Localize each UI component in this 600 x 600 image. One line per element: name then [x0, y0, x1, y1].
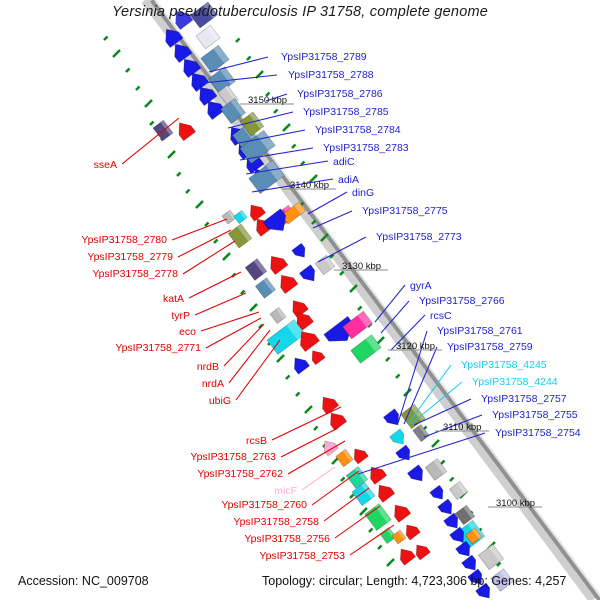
gene-label[interactable]: YpsIP31758_4245: [461, 359, 547, 371]
gene-label[interactable]: YpsIP31758_2789: [281, 51, 367, 63]
gene-label[interactable]: ubiG: [208, 395, 231, 407]
ruler-tick-label: 3150 kbp: [248, 95, 288, 106]
gene-label[interactable]: YpsIP31758_2758: [233, 516, 319, 528]
ruler-tick-label: 3130 kbp: [342, 261, 382, 272]
gene-label[interactable]: YpsIP31758_2763: [190, 451, 276, 463]
gene-label[interactable]: YpsIP31758_2757: [481, 393, 567, 405]
gene-label[interactable]: YpsIP31758_4244: [472, 376, 558, 388]
gene-label[interactable]: YpsIP31758_2775: [362, 205, 448, 217]
gene-label[interactable]: YpsIP31758_2780: [81, 234, 167, 246]
gene-label[interactable]: YpsIP31758_2761: [437, 325, 523, 337]
ruler-tick-label: 3120 kbp: [396, 341, 436, 352]
gene-label[interactable]: tyrP: [171, 310, 190, 322]
gene-label[interactable]: rcsC: [430, 310, 452, 322]
gene-label[interactable]: YpsIP31758_2771: [115, 342, 201, 354]
genome-stats-text: Topology: circular; Length: 4,723,306 bp…: [262, 574, 567, 588]
gene-label[interactable]: YpsIP31758_2773: [376, 231, 462, 243]
gene-label[interactable]: YpsIP31758_2759: [447, 341, 533, 353]
gene-label[interactable]: micF: [274, 485, 297, 497]
reverse-strand-gene-layer[interactable]: [152, 6, 431, 566]
gene-label[interactable]: YpsIP31758_2788: [288, 69, 374, 81]
label-leader-line-layer: [121, 56, 542, 556]
forward-strand-gene-layer[interactable]: [189, 1, 514, 600]
gene-label[interactable]: YpsIP31758_2753: [259, 550, 345, 562]
gene-label[interactable]: YpsIP31758_2778: [92, 268, 178, 280]
gene-label[interactable]: adiA: [338, 174, 360, 186]
gene-label[interactable]: YpsIP31758_2784: [315, 124, 401, 136]
gene-label[interactable]: nrdB: [196, 361, 219, 373]
gene-label[interactable]: adiC: [333, 156, 355, 168]
gene-label[interactable]: YpsIP31758_2786: [297, 88, 383, 100]
gene-label[interactable]: rcsB: [246, 435, 267, 447]
gene-label[interactable]: YpsIP31758_2783: [323, 142, 409, 154]
gene-label[interactable]: dinG: [352, 187, 375, 199]
gene-label[interactable]: sseA: [93, 159, 117, 171]
ruler-tick-label: 3100 kbp: [496, 498, 536, 509]
accession-text: Accession: NC_009708: [18, 574, 149, 588]
gene-label[interactable]: YpsIP31758_2785: [303, 106, 389, 118]
gene-label[interactable]: YpsIP31758_2779: [87, 251, 173, 263]
page-title: Yersinia pseudotuberculosis IP 31758, co…: [111, 4, 489, 20]
gene-label[interactable]: YpsIP31758_2754: [495, 427, 581, 439]
gene-label[interactable]: katA: [162, 293, 184, 305]
gene-label[interactable]: gyrA: [410, 280, 432, 292]
status-bar: Accession: NC_009708 Topology: circular;…: [0, 566, 600, 600]
gene-label[interactable]: YpsIP31758_2766: [419, 295, 505, 307]
gene-label[interactable]: YpsIP31758_2756: [244, 533, 330, 545]
trna-marker-layer: [103, 35, 511, 584]
gene-label[interactable]: eco: [179, 326, 196, 338]
gene-label[interactable]: YpsIP31758_2760: [221, 499, 307, 511]
gene-label[interactable]: YpsIP31758_2762: [197, 468, 283, 480]
gene-label[interactable]: YpsIP31758_2755: [492, 409, 578, 421]
ruler-tick-label: 3140 kbp: [290, 180, 330, 191]
gene-label[interactable]: nrdA: [201, 378, 224, 390]
ruler-tick-label: 3110 kbp: [443, 422, 482, 433]
